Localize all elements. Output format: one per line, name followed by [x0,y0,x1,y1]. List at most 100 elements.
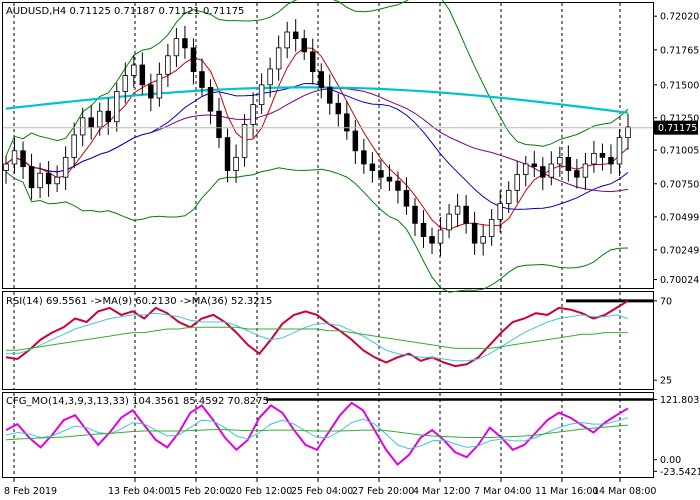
candle-body-18 [156,73,163,99]
candle-body-3 [28,166,35,189]
candle-body-14 [122,75,129,92]
price-tick-label-6: 0.71500 [660,80,699,91]
cfg-mo-plot [5,398,653,467]
x-tick-label-3: 20 Feb 12:00 [230,486,292,497]
candle-body-29 [250,104,256,125]
candle-body-31 [267,68,273,86]
candle-body-59 [505,189,512,204]
x-tick-label-8: 11 Mar 16:00 [535,486,598,497]
candle-body-21 [182,38,188,49]
x-tick-label-9: 14 Mar 08:00 [593,486,656,497]
cfg-tick-label-0: 121.8039 [660,395,700,406]
candle-body-6 [54,176,60,185]
candle-body-26 [224,137,231,171]
candle-body-46 [395,180,401,191]
current-price-box [654,120,698,135]
x-tick-label-2: 15 Feb 20:00 [169,486,231,497]
candle-body-50 [429,236,435,244]
candle-body-47 [403,189,410,207]
candle-body-70 [599,153,606,158]
x-tick-label-1: 13 Feb 04:00 [108,486,170,497]
candle-body-32 [275,47,282,70]
ma-mid [5,82,629,210]
x-tick-label-6: 4 Mar 12:00 [413,486,470,497]
candle-body-8 [71,134,77,158]
rsi-tick-label-0: 70 [660,296,672,307]
price-tick-label-4: 0.71005 [660,146,699,157]
candle-body-36 [309,51,316,73]
x-tick-label-4: 25 Feb 04:00 [291,486,353,497]
x-tick-label-5: 27 Feb 20:00 [352,486,414,497]
x-tick-label-7: 7 Mar 04:00 [474,486,531,497]
cfg-tick-label-2: -23.5421 [660,467,700,478]
rsi-series-1 [6,312,629,362]
price-tick-label-5: 0.71250 [660,113,699,124]
candle-body-65 [557,156,563,165]
main-title: AUDUSD,H4 0.71125 0.71187 0.71121 0.7117… [6,6,244,17]
candle-body-5 [45,172,52,185]
candle-body-61 [523,163,529,175]
rsi-series-2 [6,326,628,351]
price-tick-label-3: 0.70750 [660,179,699,190]
candle-body-53 [454,205,461,215]
candle-body-23 [199,71,205,88]
candle-body-9 [79,117,86,136]
cfg-tick-label-1: 0.00 [660,455,681,466]
candle-body-16 [139,64,146,86]
cfg-series-0 [5,401,629,467]
candle-body-30 [258,84,265,105]
candle-body-20 [173,38,180,57]
upper-band [5,0,629,157]
candle-body-40 [344,113,350,132]
candle-body-42 [361,150,367,165]
candle-body-44 [378,170,384,178]
candle-body-51 [437,229,444,244]
rsi-plot [5,299,653,368]
price-tick-label-0: 0.70024 [660,275,699,286]
price-tick-label-2: 0.70499 [660,212,699,223]
candle-body-37 [318,71,325,88]
candle-body-67 [574,170,580,178]
candle-body-33 [284,31,290,49]
candle-body-28 [241,123,248,158]
candle-body-38 [327,87,333,104]
candle-body-58 [497,203,503,220]
vertical-gridlines [13,3,621,477]
candle-body-27 [233,156,239,171]
x-tick-label-0: 8 Feb 2019 [4,486,57,497]
ma-long [5,86,629,114]
price-tick-label-7: 0.71765 [660,45,699,56]
candle-body-11 [96,110,103,128]
candle-body-22 [190,47,197,73]
cfg-series-2 [5,424,629,441]
price-axis: 0.70024 0.70249 0.70499 0.70750 0.71005 0.712… [653,12,700,478]
candle-body-17 [148,84,154,99]
candle-body-35 [301,38,307,53]
candle-body-12 [105,110,111,123]
candle-body-52 [446,213,452,231]
candle-body-4 [37,172,43,189]
candle-body-55 [471,222,478,244]
candle-body-73 [625,126,631,138]
lower-band [5,167,629,293]
main-panel-frame [2,2,654,289]
candle-body-19 [165,55,171,75]
candle-body-13 [114,91,120,123]
candle-body-43 [369,163,376,171]
candle-body-1 [11,150,18,165]
candle-body-2 [20,150,26,168]
cfg-mo-title: CFG_MO(14,3,9,3,13,33) 104.3561 85.4592 … [6,396,269,407]
candle-body-54 [463,205,469,224]
candle-body-72 [616,137,623,165]
candle-body-24 [207,87,214,112]
candle-body-57 [488,218,495,237]
price-tick-label-8: 0.72020 [660,12,699,23]
candle-body-45 [386,176,393,182]
candle-body-25 [216,110,222,138]
candle-body-34 [292,31,299,40]
candle-body-49 [420,222,427,237]
rsi-title: RSI(14) 69.5561 ->MA(9) 60.2130 ->MA(36)… [6,296,272,307]
candle-body-60 [514,174,520,191]
